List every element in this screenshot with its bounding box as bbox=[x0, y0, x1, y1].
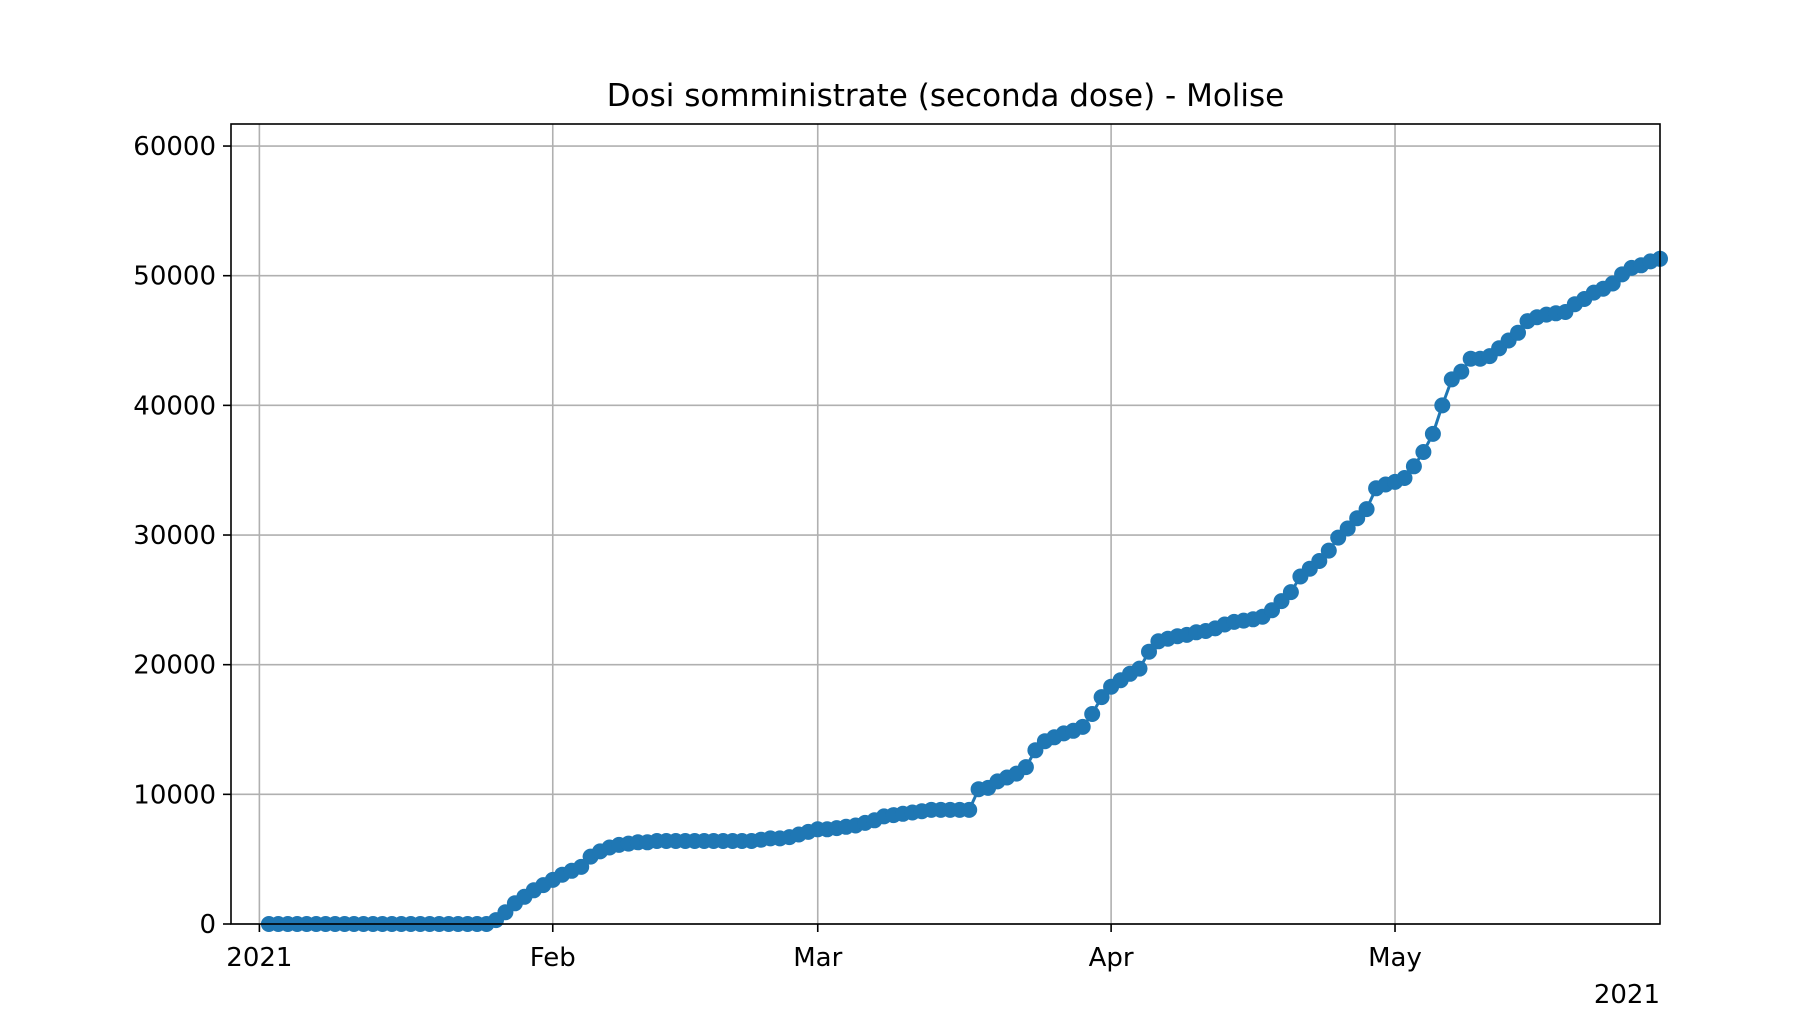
data-point bbox=[1017, 759, 1034, 776]
data-point bbox=[1453, 363, 1470, 380]
data-point bbox=[1131, 660, 1148, 677]
data-point bbox=[1141, 643, 1157, 660]
data-point bbox=[1320, 542, 1337, 559]
y-tick-label: 40000 bbox=[133, 391, 216, 421]
data-point bbox=[1084, 706, 1101, 722]
x-tick-label: May bbox=[1368, 943, 1422, 973]
y-tick-label: 0 bbox=[199, 910, 216, 940]
data-point bbox=[1093, 689, 1110, 706]
data-point bbox=[1424, 425, 1441, 442]
data-point bbox=[1074, 718, 1091, 735]
y-tick-label: 50000 bbox=[133, 262, 216, 292]
x-tick-label: Apr bbox=[1089, 943, 1134, 973]
plot-frame bbox=[230, 123, 1661, 925]
series-line bbox=[268, 257, 1661, 926]
axis-ticks: 2021 Feb Mar Apr May 0 10000 20000 30000 40000 500… bbox=[133, 132, 1422, 973]
x-tick-label: Mar bbox=[793, 943, 842, 973]
data-point bbox=[1358, 501, 1375, 518]
data-point bbox=[1282, 584, 1299, 601]
data-point bbox=[1415, 444, 1432, 460]
chart-title: Dosi somministrate (seconda dose) - Moli… bbox=[607, 78, 1285, 114]
y-tick-label: 60000 bbox=[133, 132, 216, 162]
x-tick-label: 2021 bbox=[226, 943, 292, 973]
data-point bbox=[573, 858, 590, 875]
y-tick-label: 20000 bbox=[133, 651, 216, 681]
series-layer bbox=[260, 250, 1668, 932]
data-point bbox=[1396, 470, 1413, 486]
data-point bbox=[1405, 458, 1422, 475]
data-point bbox=[1311, 553, 1328, 569]
data-point bbox=[1510, 324, 1526, 341]
y-tick-label: 30000 bbox=[133, 521, 216, 551]
data-point bbox=[961, 801, 978, 818]
x-tick-label: Feb bbox=[530, 943, 576, 973]
y-tick-label: 10000 bbox=[133, 780, 216, 810]
data-point bbox=[1339, 520, 1356, 537]
x-axis-offset-label: 2021 bbox=[1594, 980, 1660, 1010]
data-point bbox=[1434, 397, 1451, 414]
